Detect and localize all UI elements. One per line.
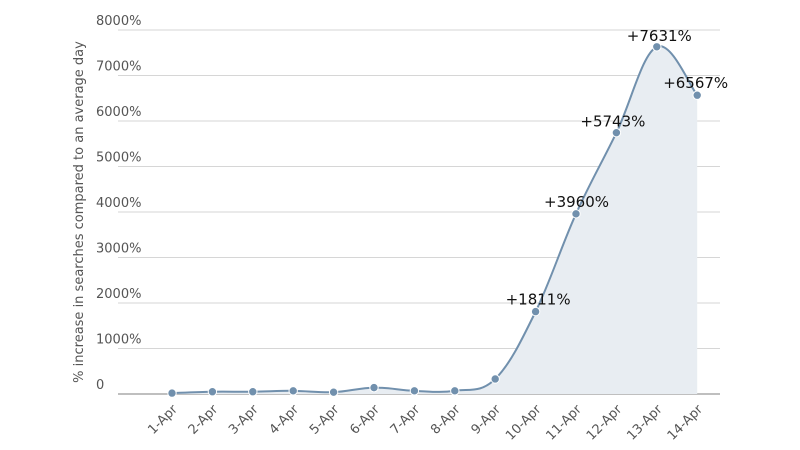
y-tick-label: 6000% [96, 105, 141, 120]
data-point [288, 386, 298, 396]
data-point [611, 127, 622, 138]
x-tick-label: 13-Apr [624, 402, 666, 444]
data-labels: +1811% +3960% +5743% +7631% +6567% [506, 27, 729, 309]
x-tick-label: 10-Apr [503, 402, 545, 444]
data-point [490, 374, 500, 384]
data-point [571, 209, 581, 219]
data-point [652, 42, 662, 52]
x-tick-label: 3-Apr [226, 402, 262, 438]
y-axis-label: % increase in searches compared to an av… [72, 41, 87, 383]
x-tick-label: 12-Apr [584, 402, 626, 444]
x-tick-label: 6-Apr [347, 402, 383, 438]
data-point [450, 386, 460, 396]
data-point [248, 387, 258, 397]
data-point [328, 387, 339, 397]
y-tick-label: 0 [96, 378, 104, 393]
data-point [692, 90, 702, 100]
x-tick-label: 14-Apr [665, 402, 707, 444]
x-tick-label: 8-Apr [428, 402, 464, 438]
y-tick-label: 5000% [96, 151, 141, 166]
x-tick-label: 9-Apr [469, 402, 505, 438]
data-point [530, 306, 541, 317]
y-tick-label: 4000% [96, 196, 141, 211]
data-label: +7631% [627, 27, 692, 45]
x-tick-label: 4-Apr [267, 402, 303, 438]
data-label: +3960% [544, 193, 609, 211]
gridlines [118, 29, 720, 395]
y-tick-label: 7000% [96, 60, 141, 75]
data-points [167, 42, 702, 398]
y-tick-labels: 0 1000% 2000% 3000% 4000% 5000% 6000% 7000% 8000… [96, 14, 141, 393]
y-tick-label: 1000% [96, 333, 141, 348]
series-area [172, 46, 698, 394]
data-point [409, 386, 420, 396]
data-point [369, 382, 379, 393]
data-label: +6567% [663, 74, 728, 92]
x-tick-label: 7-Apr [388, 402, 424, 438]
x-tick-label: 11-Apr [544, 402, 586, 444]
data-label: +1811% [506, 291, 571, 309]
x-tick-label: 5-Apr [307, 402, 343, 438]
data-point [167, 388, 177, 398]
y-tick-label: 8000% [96, 14, 141, 29]
y-tick-label: 3000% [96, 242, 141, 257]
data-label: +5743% [580, 113, 645, 131]
area-fill-layer [172, 46, 698, 394]
data-point [207, 387, 218, 397]
x-tick-labels: 1-Apr 2-Apr 3-Apr 4-Apr 5-Apr 6-Apr 7-Apr 8-Apr… [145, 402, 706, 444]
x-tick-label: 2-Apr [186, 402, 222, 438]
y-tick-label: 2000% [96, 287, 141, 302]
x-tick-label: 1-Apr [145, 402, 181, 438]
